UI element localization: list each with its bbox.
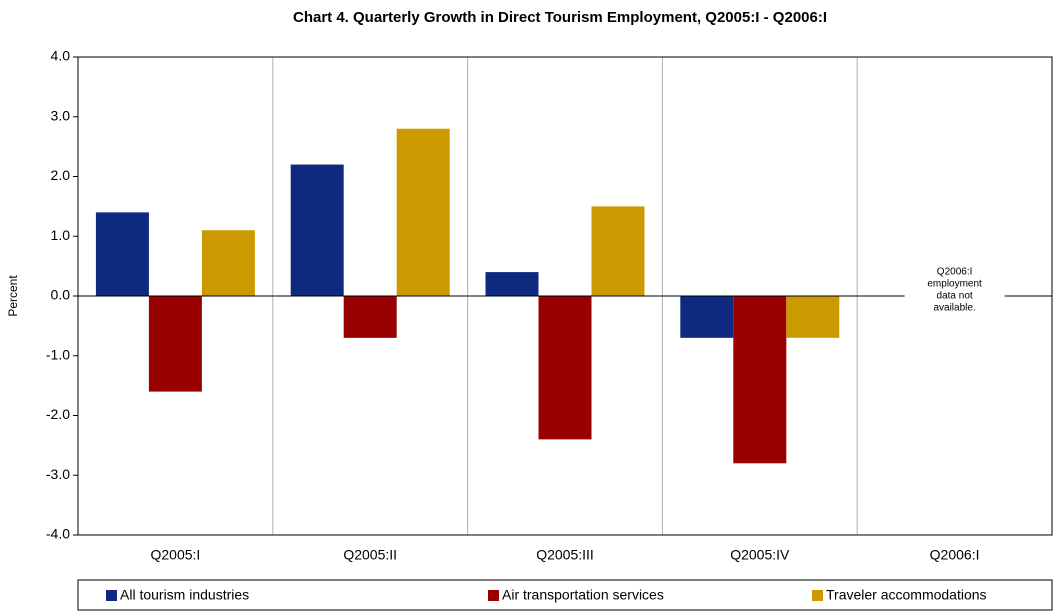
bar [95,212,149,296]
annotation-bg [904,264,1005,330]
bar [591,206,645,296]
legend-label: Air transportation services [502,587,664,603]
annotation: available. [933,303,975,314]
y-tick-label: 0.0 [51,287,71,303]
y-tick-label: -4.0 [46,526,70,542]
x-tick-label: Q2005:III [536,547,594,563]
bar [290,164,344,296]
legend-label: All tourism industries [120,587,249,603]
chart-title: Chart 4. Quarterly Growth in Direct Tour… [293,9,827,26]
x-tick-label: Q2005:I [150,547,200,563]
bar [396,128,450,296]
legend-swatch [106,590,117,601]
y-tick-label: 3.0 [51,107,71,123]
x-tick-label: Q2005:II [343,547,397,563]
y-tick-label: -3.0 [46,466,70,482]
bar [201,230,255,296]
y-tick-label: -2.0 [46,406,70,422]
y-tick-label: -1.0 [46,346,70,362]
annotation: employment [927,279,982,290]
y-tick-label: 4.0 [51,48,71,64]
x-tick-label: Q2005:IV [730,547,790,563]
bar [148,296,202,392]
legend-label: Traveler accommodations [826,587,987,603]
legend-box [77,579,1053,611]
y-tick-label: 2.0 [51,167,71,183]
annotation: Q2006:I [937,267,973,278]
annotation: data not [937,291,973,302]
bar [343,296,397,338]
bar [786,296,840,338]
bar [733,296,787,464]
bar [680,296,734,338]
y-tick-label: 1.0 [51,227,71,243]
x-tick-label: Q2006:I [930,547,980,563]
legend-swatch [812,590,823,601]
y-axis-label: Percent [6,275,20,317]
bar [538,296,592,440]
legend-swatch [488,590,499,601]
plot-frame [77,56,1053,536]
bar [485,272,539,296]
